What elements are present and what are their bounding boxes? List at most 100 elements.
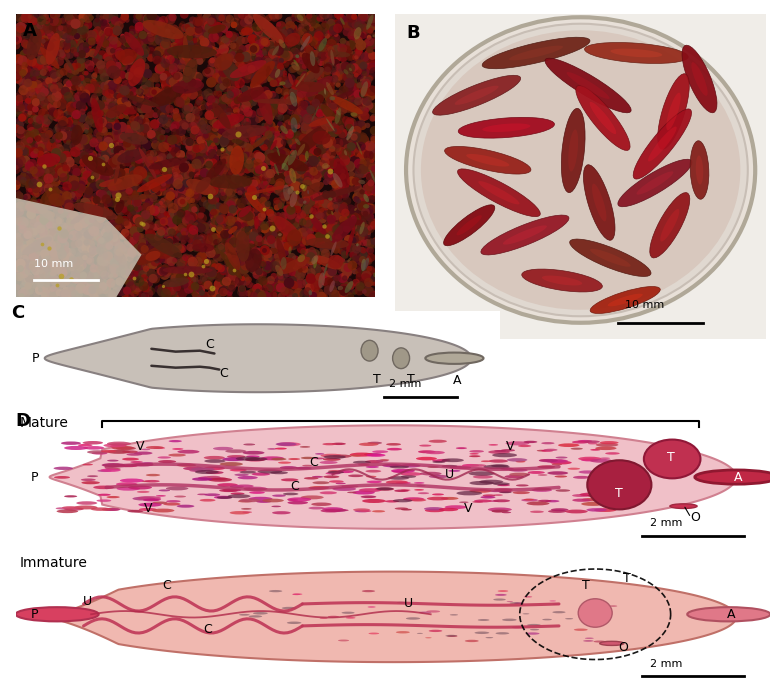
- Point: [96, 101, 109, 112]
- Point: [362, 204, 375, 215]
- Point: [113, 147, 126, 158]
- Point: [70, 49, 83, 60]
- Point: [217, 11, 230, 22]
- Point: [77, 217, 90, 229]
- Point: [245, 152, 257, 163]
- Point: [193, 158, 206, 169]
- Point: [16, 101, 28, 113]
- Point: [271, 30, 284, 41]
- Point: [130, 38, 142, 49]
- Point: [254, 152, 267, 163]
- Point: [210, 68, 223, 79]
- Point: [246, 66, 259, 78]
- Circle shape: [590, 459, 612, 463]
- Point: [56, 119, 69, 130]
- Point: [350, 277, 362, 288]
- Point: [296, 87, 308, 98]
- Point: [102, 197, 115, 208]
- Point: [318, 243, 331, 254]
- Point: [80, 185, 92, 196]
- Point: [187, 242, 199, 253]
- Point: [189, 179, 202, 190]
- Point: [152, 24, 164, 35]
- Point: [260, 127, 272, 138]
- Point: [242, 143, 254, 154]
- Point: [346, 116, 359, 127]
- Point: [328, 27, 341, 38]
- Ellipse shape: [91, 98, 103, 132]
- Point: [167, 46, 180, 57]
- Point: [274, 257, 287, 268]
- Point: [231, 151, 243, 162]
- Point: [65, 124, 77, 136]
- Point: [50, 202, 63, 213]
- Point: [149, 249, 161, 260]
- Point: [235, 284, 248, 295]
- Circle shape: [235, 484, 254, 488]
- Point: [209, 46, 221, 57]
- Point: [271, 137, 283, 148]
- Circle shape: [469, 455, 480, 457]
- Point: [78, 31, 91, 42]
- Point: [284, 288, 296, 299]
- Point: [259, 164, 271, 175]
- Circle shape: [271, 458, 286, 461]
- Point: [361, 100, 374, 111]
- Point: [273, 68, 285, 79]
- Point: [301, 286, 314, 297]
- Point: [28, 66, 41, 78]
- Point: [176, 196, 188, 208]
- Point: [131, 197, 144, 208]
- Circle shape: [578, 456, 601, 461]
- Point: [87, 282, 99, 293]
- Ellipse shape: [40, 187, 60, 208]
- Point: [280, 79, 292, 90]
- Point: [99, 257, 111, 268]
- Text: T: T: [615, 487, 623, 500]
- Point: [75, 57, 88, 69]
- Point: [154, 229, 167, 240]
- Point: [171, 169, 184, 180]
- Point: [292, 280, 304, 291]
- Point: [231, 42, 244, 53]
- Point: [253, 164, 265, 175]
- Point: [295, 25, 307, 36]
- Point: [38, 43, 51, 54]
- Point: [364, 23, 376, 34]
- Point: [30, 116, 43, 127]
- Point: [106, 13, 119, 24]
- Point: [123, 150, 135, 161]
- Point: [98, 29, 110, 40]
- Point: [155, 89, 167, 101]
- Point: [109, 81, 121, 92]
- Point: [148, 87, 160, 99]
- Point: [185, 233, 198, 244]
- Point: [194, 52, 206, 64]
- Ellipse shape: [107, 174, 142, 191]
- Point: [272, 19, 285, 30]
- Circle shape: [450, 466, 472, 469]
- Point: [210, 287, 222, 298]
- Point: [12, 201, 24, 212]
- Circle shape: [534, 488, 551, 491]
- Point: [171, 282, 184, 293]
- Point: [63, 222, 76, 233]
- Point: [77, 231, 89, 242]
- Point: [140, 34, 152, 45]
- Point: [321, 169, 333, 180]
- Point: [174, 120, 186, 131]
- Point: [161, 49, 174, 60]
- Point: [176, 51, 188, 62]
- Point: [136, 45, 149, 57]
- Point: [329, 234, 342, 245]
- Point: [87, 96, 99, 108]
- Point: [34, 261, 47, 272]
- Point: [48, 9, 60, 20]
- Circle shape: [372, 450, 388, 453]
- Point: [109, 187, 121, 198]
- Point: [270, 164, 282, 175]
- Point: [79, 122, 91, 133]
- Point: [199, 182, 212, 194]
- Point: [248, 154, 260, 166]
- Point: [95, 214, 107, 225]
